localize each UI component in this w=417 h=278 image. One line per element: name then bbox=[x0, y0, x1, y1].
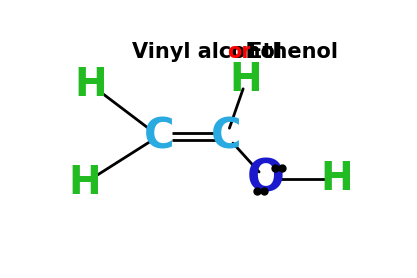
Text: C: C bbox=[143, 115, 174, 157]
Text: C: C bbox=[211, 115, 242, 157]
Text: Ethenol: Ethenol bbox=[241, 42, 338, 62]
Text: H: H bbox=[68, 164, 101, 202]
Text: Vinyl alcohol: Vinyl alcohol bbox=[132, 42, 289, 62]
Text: H: H bbox=[320, 160, 353, 198]
Text: H: H bbox=[75, 66, 107, 104]
Text: or: or bbox=[227, 42, 252, 62]
Text: H: H bbox=[230, 61, 262, 100]
Text: O: O bbox=[246, 157, 284, 200]
